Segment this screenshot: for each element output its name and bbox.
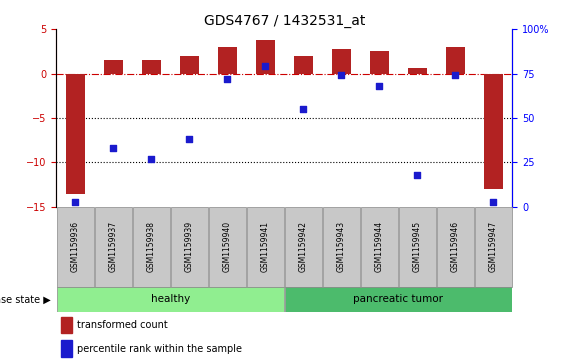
FancyBboxPatch shape [437,207,473,287]
FancyBboxPatch shape [399,207,436,287]
Point [71,199,80,204]
Point [223,76,232,82]
Point [451,72,460,78]
FancyBboxPatch shape [209,207,245,287]
Bar [408,68,427,73]
Bar [332,49,351,73]
Point [185,136,194,142]
FancyBboxPatch shape [247,207,284,287]
Bar [446,47,465,73]
Point [299,106,308,112]
FancyBboxPatch shape [361,207,397,287]
Text: disease state ▶: disease state ▶ [0,294,51,305]
FancyBboxPatch shape [323,207,360,287]
Bar [370,51,389,73]
Title: GDS4767 / 1432531_at: GDS4767 / 1432531_at [204,14,365,28]
Text: GSM1159937: GSM1159937 [109,221,118,272]
Point [413,172,422,178]
Point [489,199,498,204]
Text: GSM1159936: GSM1159936 [71,221,80,272]
Text: GSM1159941: GSM1159941 [261,221,270,272]
Point [375,83,384,89]
Bar [104,60,123,73]
Text: GSM1159946: GSM1159946 [451,221,460,272]
Text: GSM1159939: GSM1159939 [185,221,194,272]
FancyBboxPatch shape [285,287,512,312]
FancyBboxPatch shape [171,207,208,287]
Bar [66,73,85,193]
Bar [294,56,313,73]
Bar [256,40,275,73]
Text: GSM1159945: GSM1159945 [413,221,422,272]
FancyBboxPatch shape [57,287,284,312]
Point [147,156,156,162]
Text: healthy: healthy [151,294,190,305]
Point [261,64,270,69]
Text: GSM1159942: GSM1159942 [299,221,308,272]
FancyBboxPatch shape [95,207,132,287]
Bar [218,47,237,73]
FancyBboxPatch shape [475,207,512,287]
Bar [484,73,503,189]
Point [337,72,346,78]
FancyBboxPatch shape [133,207,169,287]
Text: GSM1159947: GSM1159947 [489,221,498,272]
Point [109,145,118,151]
Text: percentile rank within the sample: percentile rank within the sample [77,344,242,354]
Bar [142,60,161,73]
Text: GSM1159944: GSM1159944 [375,221,384,272]
Text: GSM1159940: GSM1159940 [223,221,232,272]
Text: pancreatic tumor: pancreatic tumor [354,294,443,305]
Text: GSM1159938: GSM1159938 [147,221,156,272]
FancyBboxPatch shape [57,207,93,287]
Bar [61,340,72,357]
Text: transformed count: transformed count [77,321,168,330]
Bar [180,56,199,73]
Text: GSM1159943: GSM1159943 [337,221,346,272]
FancyBboxPatch shape [285,207,321,287]
Bar [61,317,72,333]
